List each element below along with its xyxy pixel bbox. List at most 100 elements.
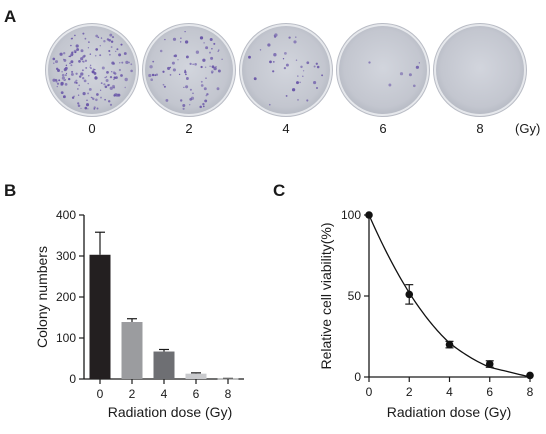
colony bbox=[209, 38, 213, 41]
colony bbox=[123, 52, 127, 55]
colony bbox=[200, 80, 203, 83]
colony bbox=[118, 68, 121, 72]
colony bbox=[282, 58, 285, 60]
colony bbox=[80, 57, 84, 61]
colony bbox=[99, 45, 101, 47]
panel-b-y-tick-label: 400 bbox=[56, 208, 76, 222]
colony bbox=[72, 53, 74, 55]
colony bbox=[80, 49, 84, 53]
colony bbox=[68, 55, 70, 58]
colony bbox=[70, 60, 74, 64]
colony bbox=[77, 102, 80, 105]
colony bbox=[88, 41, 90, 43]
colony bbox=[82, 32, 85, 35]
dose-label-6: 6 bbox=[379, 121, 386, 136]
colony bbox=[85, 66, 88, 69]
colony bbox=[285, 63, 289, 67]
colony bbox=[204, 99, 208, 103]
panel-b-bar-chart: B 0 100 200 300 400 0 2 4 6 8 Colony numbers Radi… bbox=[4, 181, 244, 420]
colony bbox=[82, 77, 85, 80]
panel-c-x-tick-label: 0 bbox=[366, 385, 373, 399]
colony bbox=[269, 60, 272, 64]
colony bbox=[53, 62, 55, 64]
panel-c-fit-curve bbox=[368, 214, 531, 378]
colony bbox=[76, 48, 80, 51]
colony bbox=[109, 86, 113, 90]
colony bbox=[316, 65, 320, 69]
colony bbox=[87, 82, 89, 85]
panel-c-x-axis-title: Radiation dose (Gy) bbox=[387, 404, 512, 420]
culture-dishes bbox=[45, 23, 527, 117]
colony bbox=[210, 56, 214, 60]
colony bbox=[184, 70, 187, 74]
colony bbox=[58, 79, 61, 82]
colony bbox=[55, 67, 59, 71]
colony bbox=[399, 72, 404, 76]
colony bbox=[150, 78, 154, 82]
colony bbox=[87, 47, 90, 49]
colony bbox=[70, 64, 73, 67]
colony bbox=[418, 62, 420, 64]
colony bbox=[283, 66, 287, 70]
colony bbox=[205, 94, 208, 97]
panel-c-y-tick-label: 50 bbox=[348, 289, 362, 303]
colony bbox=[306, 99, 309, 102]
colony bbox=[200, 84, 204, 87]
colony bbox=[299, 81, 301, 84]
colony bbox=[89, 66, 91, 68]
colony bbox=[273, 35, 276, 37]
panel-b-y-tick-label: 0 bbox=[69, 372, 76, 386]
colony bbox=[74, 34, 76, 37]
colony bbox=[62, 95, 66, 99]
colony bbox=[61, 76, 65, 80]
colony bbox=[75, 72, 78, 75]
colony bbox=[300, 65, 303, 69]
colony bbox=[64, 79, 66, 81]
colony bbox=[94, 76, 98, 80]
colony bbox=[80, 107, 82, 110]
colony bbox=[163, 85, 166, 88]
colony bbox=[70, 44, 72, 47]
panel-b-x-tick-label: 8 bbox=[225, 387, 232, 401]
petri-dish-6 bbox=[336, 23, 430, 117]
colony bbox=[192, 92, 194, 95]
colony bbox=[75, 79, 78, 82]
colony bbox=[120, 74, 123, 77]
colony bbox=[109, 103, 113, 106]
colony bbox=[77, 88, 79, 90]
colony bbox=[316, 87, 318, 89]
colony bbox=[172, 68, 176, 72]
colony bbox=[215, 66, 217, 68]
panel-c-point-0 bbox=[365, 211, 373, 219]
panel-c-letter: C bbox=[273, 181, 285, 200]
petri-dish-8 bbox=[433, 23, 527, 117]
colony bbox=[149, 65, 153, 69]
colony bbox=[95, 48, 99, 51]
colony bbox=[82, 55, 85, 59]
colony bbox=[103, 40, 106, 43]
colony bbox=[288, 36, 291, 39]
colony bbox=[185, 73, 187, 76]
colony bbox=[99, 54, 102, 57]
petri-dish-4 bbox=[239, 23, 333, 117]
colony bbox=[200, 65, 203, 69]
petri-dish-0 bbox=[45, 23, 139, 117]
colony bbox=[64, 83, 68, 86]
colony bbox=[94, 54, 97, 57]
colony bbox=[302, 70, 305, 72]
colony bbox=[272, 61, 275, 63]
colony bbox=[206, 93, 209, 96]
colony bbox=[69, 55, 72, 58]
colony bbox=[119, 62, 121, 64]
colony bbox=[130, 63, 133, 66]
colony bbox=[185, 85, 189, 89]
colony bbox=[96, 107, 99, 110]
colony bbox=[68, 77, 71, 81]
colony bbox=[315, 62, 318, 65]
colony bbox=[95, 34, 99, 38]
colony bbox=[55, 80, 58, 83]
colony bbox=[110, 46, 113, 48]
colony bbox=[52, 57, 56, 61]
dose-label-4: 4 bbox=[282, 121, 289, 136]
